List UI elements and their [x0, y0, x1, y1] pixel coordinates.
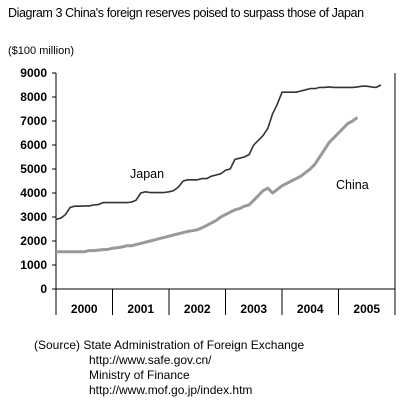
x-tick-label: 2003	[240, 302, 267, 316]
source-note: (Source) State Administration of Foreign…	[34, 338, 304, 398]
x-tick-label: 2000	[71, 302, 98, 316]
y-tick-label: 5000	[20, 162, 47, 176]
chart-title: Diagram 3 China's foreign reserves poise…	[8, 6, 364, 20]
y-tick-label: 6000	[20, 138, 47, 152]
source-line-1: (Source) State Administration of Foreign…	[34, 338, 304, 353]
y-tick-label: 4000	[20, 186, 47, 200]
series-line-japan	[55, 84, 382, 221]
source-label: (Source)	[34, 338, 81, 352]
y-tick-label: 7000	[20, 114, 47, 128]
x-tick-label: 2005	[353, 302, 380, 316]
source-name-safe: State Administration of Foreign Exchange	[83, 338, 305, 352]
y-tick-label: 0	[40, 282, 47, 296]
source-line-2: http://www.safe.gov.cn/	[89, 353, 212, 367]
x-tick-label: 2002	[184, 302, 211, 316]
y-tick-label: 2000	[20, 234, 47, 248]
y-axis-unit-label: ($100 million)	[8, 45, 75, 57]
series-label-china: China	[336, 178, 369, 192]
x-tick-label: 2004	[297, 302, 324, 316]
y-tick-label: 3000	[20, 210, 47, 224]
series-label-japan: Japan	[130, 167, 164, 181]
y-tick-label: 1000	[20, 258, 47, 272]
series-line-china	[56, 116, 359, 254]
x-tick-label: 2001	[127, 302, 154, 316]
y-tick-label: 9000	[20, 66, 47, 80]
source-line-4: http://www.mof.go.jp/index.htm	[89, 383, 253, 397]
source-line-3: Ministry of Finance	[89, 368, 190, 382]
y-tick-label: 8000	[20, 90, 47, 104]
